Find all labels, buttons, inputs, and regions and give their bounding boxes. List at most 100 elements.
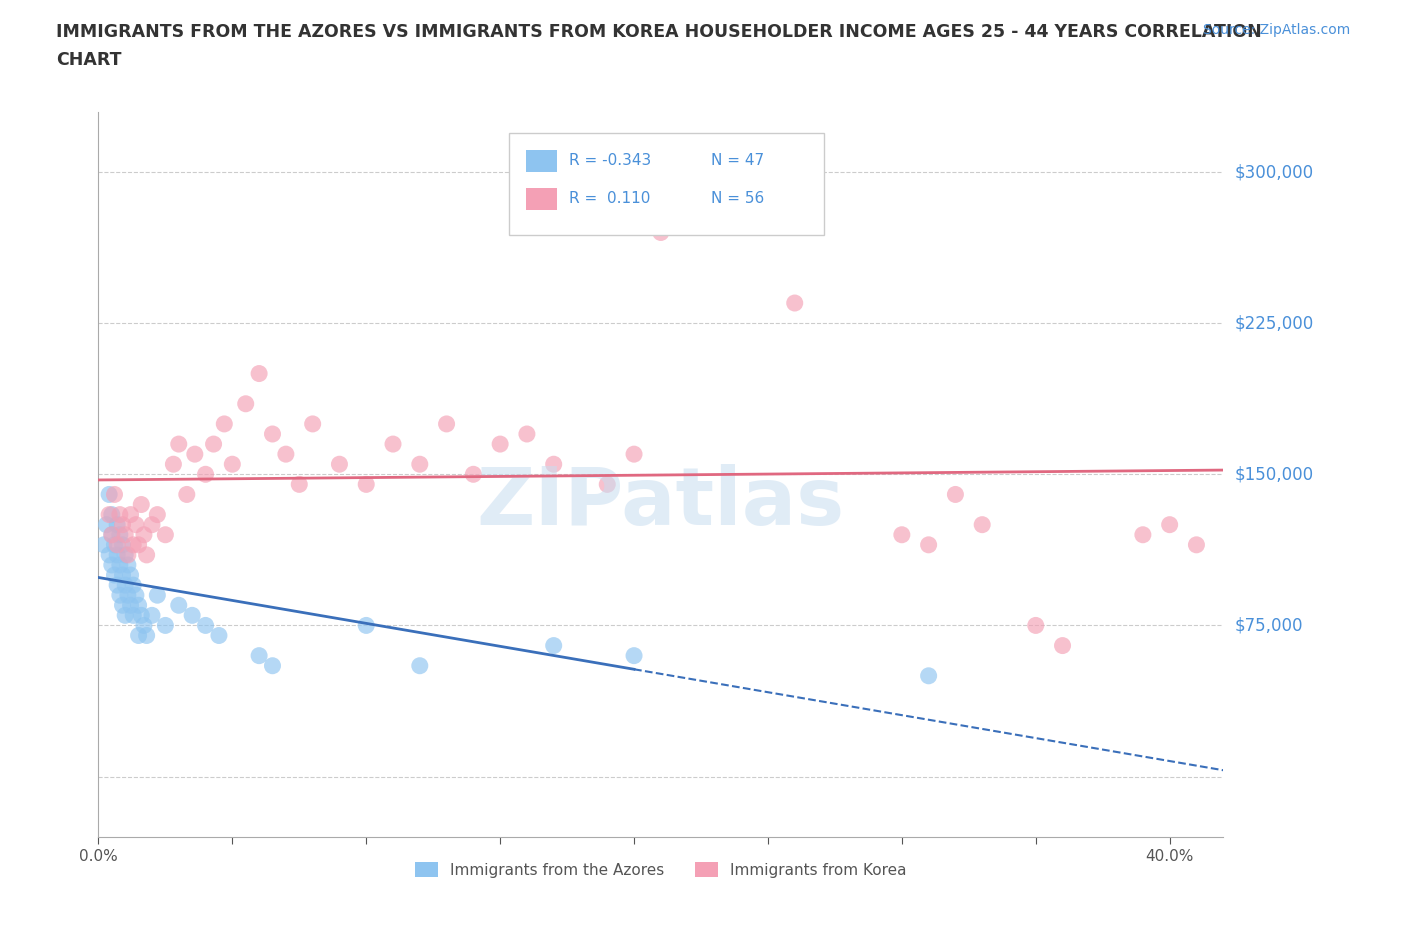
Text: $225,000: $225,000 bbox=[1234, 314, 1313, 332]
Point bbox=[262, 658, 284, 673]
Text: $300,000: $300,000 bbox=[1234, 163, 1313, 181]
Point bbox=[114, 527, 136, 542]
Point bbox=[105, 548, 128, 563]
Point bbox=[101, 527, 124, 542]
Point bbox=[890, 527, 912, 542]
Point bbox=[235, 396, 257, 411]
Point bbox=[125, 588, 148, 603]
Point bbox=[132, 527, 155, 542]
Point bbox=[783, 296, 806, 311]
Point bbox=[1159, 517, 1181, 532]
Point bbox=[114, 608, 136, 623]
Text: R =  0.110: R = 0.110 bbox=[568, 192, 650, 206]
Point bbox=[202, 437, 225, 452]
Bar bbox=[526, 150, 557, 172]
Point bbox=[354, 477, 377, 492]
Point bbox=[146, 588, 169, 603]
Point bbox=[274, 446, 297, 461]
Text: ZIPatlas: ZIPatlas bbox=[477, 464, 845, 542]
Point bbox=[167, 437, 190, 452]
Point bbox=[917, 538, 939, 552]
Point bbox=[596, 477, 619, 492]
Point bbox=[117, 548, 139, 563]
Point bbox=[221, 457, 243, 472]
Point bbox=[105, 578, 128, 592]
Point bbox=[122, 608, 145, 623]
Point bbox=[623, 446, 645, 461]
Point bbox=[98, 548, 121, 563]
Point bbox=[128, 538, 150, 552]
Point bbox=[141, 608, 163, 623]
Point bbox=[676, 195, 699, 210]
Point bbox=[135, 628, 157, 643]
Point bbox=[120, 598, 142, 613]
Point bbox=[247, 366, 270, 381]
Text: CHART: CHART bbox=[56, 51, 122, 69]
Point bbox=[93, 538, 115, 552]
Point bbox=[111, 517, 134, 532]
Text: R = -0.343: R = -0.343 bbox=[568, 153, 651, 168]
Point bbox=[184, 446, 207, 461]
Point bbox=[516, 427, 538, 442]
Legend: Immigrants from the Azores, Immigrants from Korea: Immigrants from the Azores, Immigrants f… bbox=[409, 856, 912, 884]
Point bbox=[489, 437, 512, 452]
Point bbox=[354, 618, 377, 633]
Point bbox=[132, 618, 155, 633]
Point bbox=[463, 467, 485, 482]
Point bbox=[146, 507, 169, 522]
Point bbox=[162, 457, 184, 472]
Point bbox=[623, 648, 645, 663]
Point bbox=[208, 628, 231, 643]
Point bbox=[1132, 527, 1154, 542]
Point bbox=[382, 437, 405, 452]
Point bbox=[103, 538, 125, 552]
Point bbox=[96, 517, 118, 532]
Point bbox=[105, 517, 128, 532]
Point bbox=[972, 517, 994, 532]
Point bbox=[105, 538, 128, 552]
Point bbox=[194, 618, 217, 633]
Point bbox=[1025, 618, 1047, 633]
Point bbox=[108, 527, 131, 542]
Point bbox=[247, 648, 270, 663]
Point bbox=[108, 558, 131, 573]
Point bbox=[301, 417, 323, 432]
Point bbox=[111, 538, 134, 552]
Point bbox=[98, 487, 121, 502]
Bar bbox=[526, 188, 557, 209]
Point bbox=[409, 658, 432, 673]
Text: Source: ZipAtlas.com: Source: ZipAtlas.com bbox=[1202, 23, 1350, 37]
Point bbox=[650, 225, 672, 240]
Point bbox=[111, 598, 134, 613]
Point bbox=[436, 417, 458, 432]
Point bbox=[1052, 638, 1074, 653]
Point bbox=[117, 588, 139, 603]
Point bbox=[155, 527, 177, 542]
Point bbox=[103, 567, 125, 582]
Text: N = 56: N = 56 bbox=[711, 192, 765, 206]
Text: N = 47: N = 47 bbox=[711, 153, 765, 168]
Point bbox=[122, 538, 145, 552]
Point bbox=[108, 507, 131, 522]
Point bbox=[543, 638, 565, 653]
Point bbox=[111, 567, 134, 582]
Point bbox=[101, 527, 124, 542]
Point bbox=[135, 548, 157, 563]
Point bbox=[129, 608, 152, 623]
Point bbox=[103, 487, 125, 502]
Point bbox=[409, 457, 432, 472]
Point bbox=[214, 417, 236, 432]
Point bbox=[917, 669, 939, 684]
Point bbox=[730, 215, 752, 230]
Point bbox=[128, 598, 150, 613]
Point bbox=[120, 567, 142, 582]
Point bbox=[120, 507, 142, 522]
Point bbox=[125, 517, 148, 532]
Point bbox=[129, 498, 152, 512]
Point bbox=[101, 507, 124, 522]
Point bbox=[262, 427, 284, 442]
Point bbox=[543, 457, 565, 472]
Point bbox=[101, 558, 124, 573]
Point bbox=[128, 628, 150, 643]
Point bbox=[1185, 538, 1208, 552]
